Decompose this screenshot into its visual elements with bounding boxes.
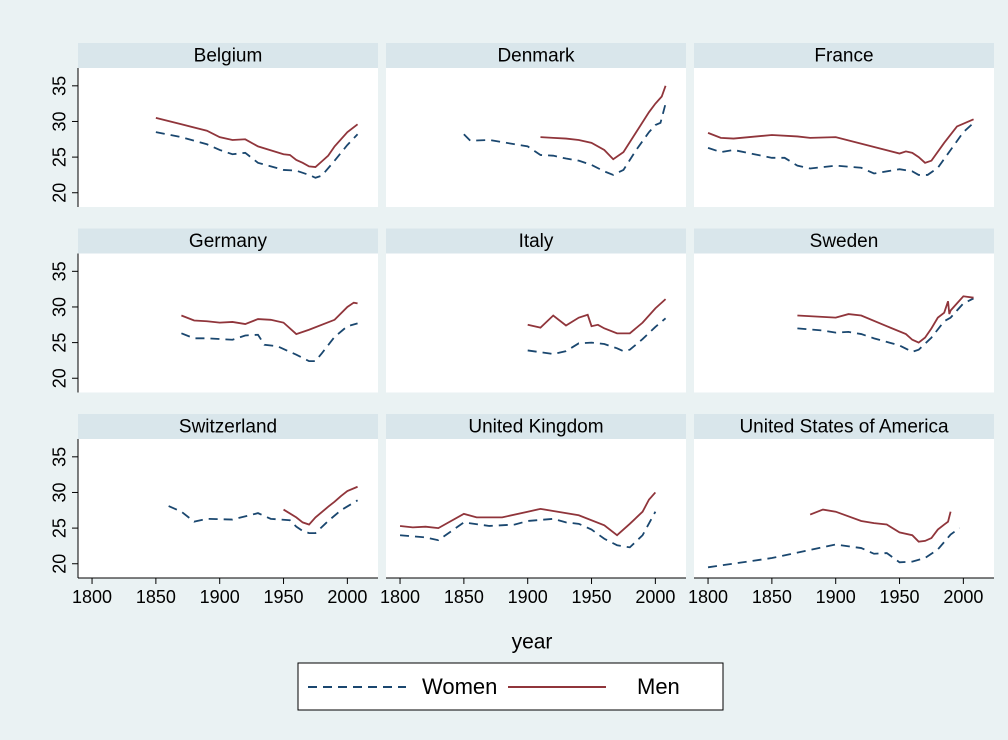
y-tick-label: 25 [50, 518, 70, 538]
y-tick-label: 20 [50, 554, 70, 574]
panel-title: Germany [189, 231, 268, 252]
panel-title: Denmark [497, 46, 575, 67]
x-tick-label: 1950 [264, 587, 304, 607]
x-tick-label: 1950 [572, 587, 612, 607]
x-tick-label: 1900 [200, 587, 240, 607]
series-line [463, 103, 667, 176]
series-line [283, 485, 358, 526]
x-tick-label: 2000 [943, 587, 983, 607]
x-tick-label: 1950 [880, 587, 920, 607]
plot-area [386, 253, 686, 393]
series-line [797, 295, 974, 344]
y-tick-label: 20 [50, 368, 70, 388]
series-line [168, 499, 359, 534]
series-line [707, 527, 961, 569]
x-tick-label: 2000 [327, 587, 367, 607]
x-axis-label: year [512, 631, 553, 654]
plot-area [694, 439, 994, 578]
series-line [399, 511, 657, 549]
panel-title: Belgium [194, 46, 263, 67]
panel-title-bar [386, 43, 686, 68]
x-tick-label: 1800 [72, 587, 112, 607]
panel-title: Italy [519, 231, 554, 252]
panel-title: Sweden [810, 231, 879, 252]
x-tick-label: 1850 [444, 587, 484, 607]
series-line [181, 322, 358, 363]
y-tick-label: 25 [50, 333, 70, 353]
x-tick-label: 1850 [752, 587, 792, 607]
y-tick-label: 25 [50, 147, 70, 167]
panel-title: United Kingdom [468, 417, 603, 438]
panel-title-bar [78, 414, 378, 439]
plot-area [78, 68, 378, 207]
plot-area [386, 68, 686, 207]
legend-label: Women [422, 674, 497, 699]
y-tick-label: 35 [50, 261, 70, 281]
series-line [707, 122, 975, 176]
panel-title-bar [694, 228, 994, 254]
series-line [399, 491, 657, 537]
series-line [707, 118, 974, 164]
series-line [181, 301, 358, 336]
y-tick-label: 35 [50, 76, 70, 96]
plot-area [386, 439, 686, 578]
x-tick-label: 2000 [635, 587, 675, 607]
panel-title-bar [78, 43, 378, 68]
panel-title: Switzerland [179, 417, 277, 438]
legend-label: Men [637, 674, 680, 699]
x-tick-label: 1800 [380, 587, 420, 607]
y-tick-label: 35 [50, 447, 70, 467]
series-line [809, 508, 952, 543]
y-tick-label: 30 [50, 482, 70, 502]
series-line [527, 298, 667, 335]
series-line [155, 117, 359, 169]
x-tick-label: 1800 [688, 587, 728, 607]
x-tick-label: 1900 [816, 587, 856, 607]
panel-title-bar [386, 228, 686, 254]
panel-title-bar [694, 43, 994, 68]
series-line [527, 317, 667, 355]
series-line [155, 131, 359, 179]
x-tick-label: 1900 [508, 587, 548, 607]
panel-title-bar [694, 414, 994, 439]
plot-area [694, 253, 994, 393]
panel-title-bar [386, 414, 686, 439]
x-tick-label: 1850 [136, 587, 176, 607]
y-tick-label: 20 [50, 183, 70, 203]
y-tick-label: 30 [50, 297, 70, 317]
panel-title: United States of America [739, 417, 949, 438]
y-tick-label: 30 [50, 111, 70, 131]
series-line [540, 85, 667, 161]
panel-title-bar [78, 228, 378, 254]
panel-title: France [814, 46, 873, 67]
plot-area [78, 439, 378, 578]
